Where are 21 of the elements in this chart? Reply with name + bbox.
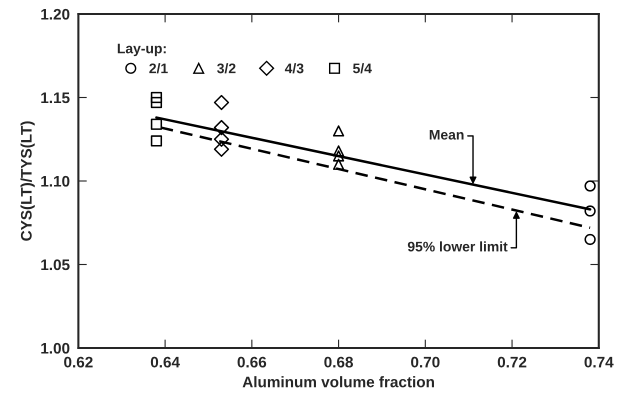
legend-label: 3/2 [217, 63, 236, 74]
legend-label: 2/1 [149, 63, 168, 74]
y-axis-title: CYS(LT)/TYS(LT) [20, 121, 35, 241]
x-tick-label: 0.66 [238, 356, 266, 368]
x-tick-label: 0.68 [324, 356, 353, 368]
legend-label: 4/3 [284, 63, 304, 74]
x-tick-label: 0.72 [498, 356, 526, 368]
y-tick-label: 1.15 [41, 92, 70, 104]
y-tick-label: 1.10 [41, 176, 70, 187]
x-tick-label: 0.62 [64, 356, 93, 368]
annotation: Mean [430, 130, 464, 140]
y-tick-label: 1.05 [41, 259, 70, 270]
x-axis-title: Aluminum volume fraction [242, 376, 434, 388]
y-tick-label: 1.00 [41, 342, 70, 354]
annotation: 95% lower limit [408, 241, 508, 252]
x-tick-label: 0.64 [150, 356, 180, 368]
legend-label: 5/4 [353, 63, 372, 74]
y-tick-label: 1.20 [41, 8, 70, 20]
x-tick-label: 0.70 [411, 356, 440, 368]
x-tick-label: 0.74 [584, 356, 614, 368]
legend-title: Lay-up: [118, 44, 166, 56]
